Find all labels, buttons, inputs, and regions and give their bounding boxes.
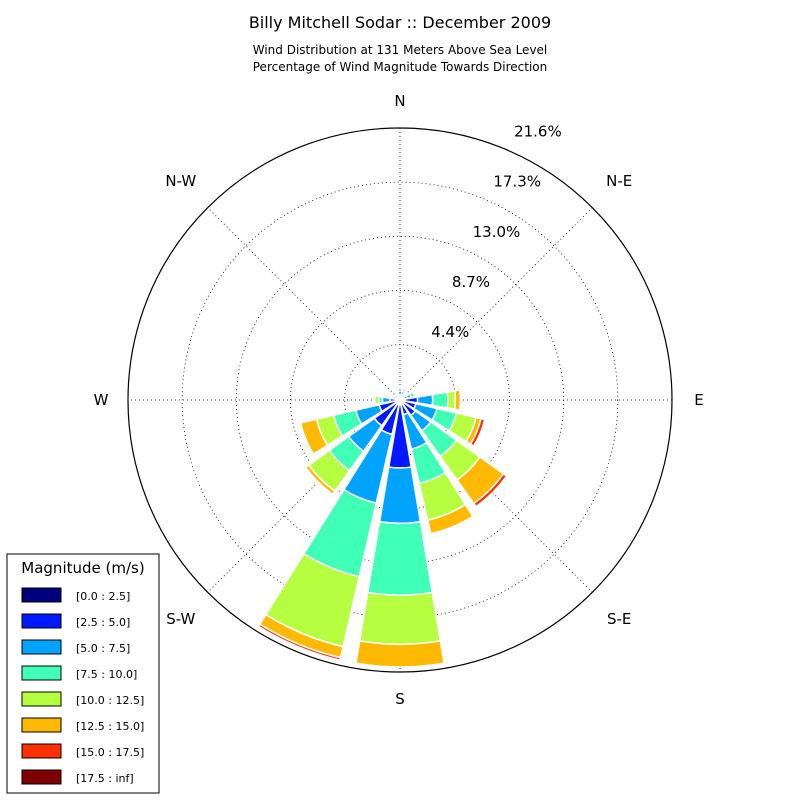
legend-items: [0.0 : 2.5] [2.5 : 5.0] [5.0 : 7.5] [7.5 : … (21, 587, 144, 785)
wind-bar-segment (257, 623, 342, 662)
legend-swatch (21, 639, 62, 655)
legend-label: [10.0 : 12.5] (76, 694, 144, 707)
wind-bar-segment (397, 387, 403, 393)
legend-label: [12.5 : 15.0] (76, 720, 144, 733)
radial-tick-labels: 4.4% 8.7% 13.0% 17.3% 21.6% (431, 123, 562, 341)
wind-bar-segment (366, 520, 434, 596)
wind-bar-segment (401, 386, 408, 392)
wind-bar-segment (358, 591, 442, 645)
wind-bar-segment (446, 389, 457, 411)
radial-tick-label: 8.7% (452, 273, 490, 291)
wind-bar-segment (381, 396, 391, 404)
direction-label: N-E (606, 172, 632, 190)
wind-bar-segment (408, 390, 416, 399)
legend-label: [15.0 : 17.5] (76, 746, 144, 759)
direction-label: S-W (166, 610, 195, 628)
legend-swatch (21, 769, 62, 785)
legend-swatch (21, 717, 62, 733)
legend-label: [5.0 : 7.5] (76, 642, 130, 655)
wind-bar-segment (378, 466, 422, 525)
legend-label: [2.5 : 5.0] (76, 616, 130, 629)
wind-bar-segment (458, 388, 463, 412)
direction-label: S (395, 690, 405, 708)
wind-bars (257, 386, 508, 668)
legend-swatch (21, 691, 62, 707)
wind-bar-segment (303, 466, 334, 497)
grid-ring (181, 181, 619, 619)
radial-tick-label: 13.0% (473, 223, 521, 241)
direction-labels: N N-E E S-E S S-W W N-W (94, 92, 704, 708)
wind-bar-segment (389, 393, 394, 399)
legend: Magnitude (m/s) [0.0 : 2.5] [2.5 : 5.0] [5… (6, 553, 160, 794)
wind-bar-segment (469, 417, 486, 448)
wind-bar-segment (426, 503, 474, 535)
wind-bar-segment (395, 392, 400, 397)
radial-tick-label: 21.6% (514, 123, 562, 141)
wind-bar-segment (374, 394, 380, 406)
legend-swatch (21, 665, 62, 681)
direction-label: S-E (607, 610, 631, 628)
direction-label: E (694, 391, 703, 409)
chart-title: Billy Mitchell Sodar :: December 2009 (249, 13, 551, 32)
wind-bar-segment (355, 640, 445, 668)
legend-label: [7.5 : 10.0] (76, 668, 137, 681)
wind-bar-segment (472, 472, 508, 508)
direction-label: N-W (165, 172, 196, 190)
chart-subtitle-line-2: Percentage of Wind Magnitude Towards Dir… (253, 60, 547, 74)
direction-label: W (94, 391, 109, 409)
wind-bar-segment (431, 391, 449, 409)
legend-label: [0.0 : 2.5] (76, 590, 130, 603)
legend-title: Magnitude (m/s) (21, 559, 144, 577)
legend-swatch (21, 587, 62, 603)
direction-label: N (394, 92, 405, 110)
legend-label: [17.5 : inf] (76, 772, 134, 785)
legend-swatch (21, 613, 62, 629)
chart-subtitle-line-1: Wind Distribution at 131 Meters Above Se… (253, 43, 548, 57)
radial-tick-label: 17.3% (493, 173, 541, 191)
legend-swatch (21, 743, 62, 759)
radial-tick-label: 4.4% (431, 323, 469, 341)
wind-bar-segment (299, 418, 329, 456)
